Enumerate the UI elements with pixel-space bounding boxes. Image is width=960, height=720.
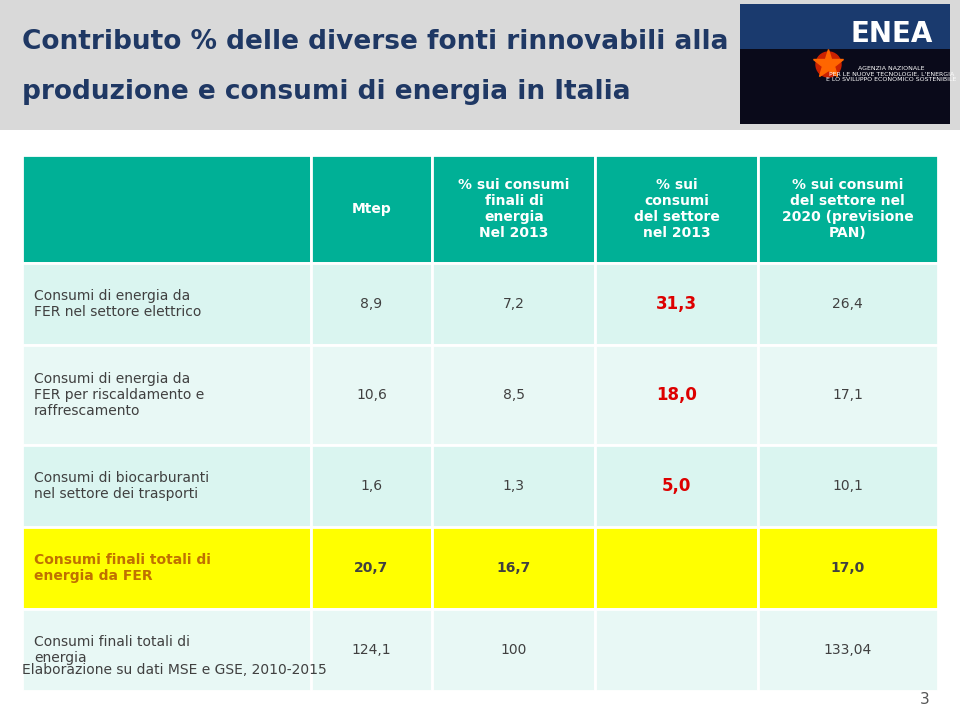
Bar <box>432 527 595 609</box>
Text: 10,6: 10,6 <box>356 388 387 402</box>
Bar <box>757 445 938 527</box>
Text: % sui consumi
del settore nel
2020 (previsione
PAN): % sui consumi del settore nel 2020 (prev… <box>781 178 914 240</box>
Bar <box>595 527 757 609</box>
Text: 5,0: 5,0 <box>661 477 691 495</box>
Text: 18,0: 18,0 <box>656 386 697 404</box>
Bar <box>22 263 310 345</box>
Text: AGENZIA NAZIONALE
PER LE NUOVE TECNOLOGIE, L'ENERGIA
E LO SVILUPPO ECONOMICO SOS: AGENZIA NAZIONALE PER LE NUOVE TECNOLOGI… <box>826 66 956 82</box>
Text: ENEA: ENEA <box>850 20 932 48</box>
Bar <box>310 445 432 527</box>
Text: % sui consumi
finali di
energia
Nel 2013: % sui consumi finali di energia Nel 2013 <box>458 178 569 240</box>
Text: 16,7: 16,7 <box>496 561 531 575</box>
Text: 1,3: 1,3 <box>503 479 525 493</box>
Bar <box>0 0 960 130</box>
Bar <box>310 155 432 263</box>
Bar <box>432 609 595 691</box>
Bar <box>310 527 432 609</box>
Text: 26,4: 26,4 <box>832 297 863 311</box>
Text: 100: 100 <box>501 643 527 657</box>
Text: 20,7: 20,7 <box>354 561 389 575</box>
Text: 3: 3 <box>921 693 930 708</box>
Bar <box>22 345 310 445</box>
Text: Mtep: Mtep <box>351 202 392 216</box>
Text: Contributo % delle diverse fonti rinnovabili alla: Contributo % delle diverse fonti rinnova… <box>22 29 729 55</box>
Text: 8,5: 8,5 <box>503 388 525 402</box>
Text: Consumi finali totali di
energia da FER: Consumi finali totali di energia da FER <box>34 553 211 583</box>
Bar <box>757 527 938 609</box>
Text: 8,9: 8,9 <box>360 297 382 311</box>
Bar <box>432 345 595 445</box>
Text: 133,04: 133,04 <box>824 643 872 657</box>
Bar <box>595 609 757 691</box>
Bar <box>595 155 757 263</box>
Bar <box>22 445 310 527</box>
Bar <box>757 345 938 445</box>
Text: Elaborazione su dati MSE e GSE, 2010-2015: Elaborazione su dati MSE e GSE, 2010-201… <box>22 663 326 677</box>
Text: 124,1: 124,1 <box>351 643 392 657</box>
Bar <box>757 155 938 263</box>
Text: Consumi finali totali di
energia: Consumi finali totali di energia <box>34 635 190 665</box>
Bar <box>595 263 757 345</box>
Bar <box>22 155 310 263</box>
Bar <box>595 445 757 527</box>
Bar <box>22 609 310 691</box>
Bar <box>757 609 938 691</box>
Bar <box>432 155 595 263</box>
Text: produzione e consumi di energia in Italia: produzione e consumi di energia in Itali… <box>22 79 631 105</box>
Bar <box>757 263 938 345</box>
Bar <box>595 345 757 445</box>
Bar <box>740 4 950 49</box>
Text: 17,0: 17,0 <box>830 561 865 575</box>
Text: 31,3: 31,3 <box>656 295 697 313</box>
Bar <box>432 445 595 527</box>
Text: Consumi di energia da
FER per riscaldamento e
raffrescamento: Consumi di energia da FER per riscaldame… <box>34 372 204 418</box>
Bar <box>22 527 310 609</box>
Bar <box>310 609 432 691</box>
Text: Consumi di biocarburanti
nel settore dei trasporti: Consumi di biocarburanti nel settore dei… <box>34 471 209 501</box>
Bar <box>310 345 432 445</box>
Text: 7,2: 7,2 <box>503 297 525 311</box>
Text: 17,1: 17,1 <box>832 388 863 402</box>
Text: Consumi di energia da
FER nel settore elettrico: Consumi di energia da FER nel settore el… <box>34 289 202 319</box>
Text: 10,1: 10,1 <box>832 479 863 493</box>
Bar <box>310 263 432 345</box>
Text: 1,6: 1,6 <box>360 479 382 493</box>
Bar <box>432 263 595 345</box>
Text: % sui
consumi
del settore
nel 2013: % sui consumi del settore nel 2013 <box>634 178 719 240</box>
Bar <box>740 4 950 124</box>
